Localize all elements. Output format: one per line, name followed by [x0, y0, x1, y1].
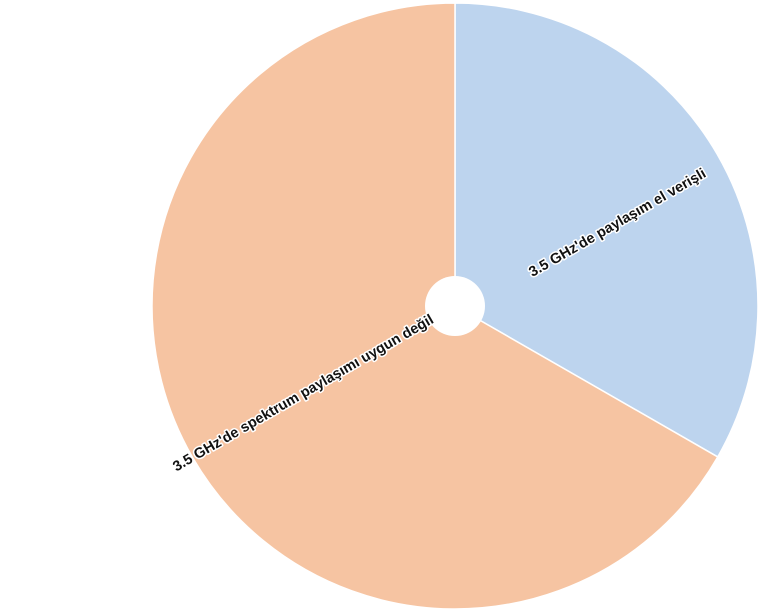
pie-center-hole: [425, 276, 485, 336]
pie-slice-1: [454, 2, 759, 458]
